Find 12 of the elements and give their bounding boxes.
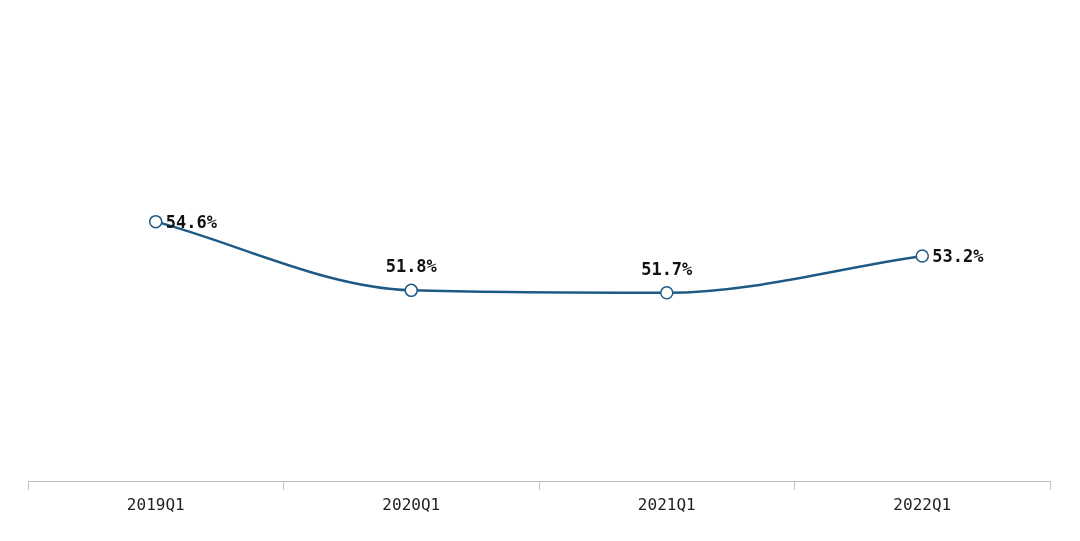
data-label: 54.6% (165, 212, 218, 233)
point (149, 214, 163, 229)
x-tick-label: 2021Q1 (637, 494, 696, 514)
x-tick-label: 2020Q1 (382, 494, 441, 514)
data-label: 53.2% (932, 246, 985, 267)
data-label: 51.8% (385, 256, 438, 277)
x-tick-label: 2022Q1 (893, 494, 952, 514)
point (915, 249, 929, 263)
point (660, 286, 674, 300)
x-tick-label: 2019Q1 (126, 494, 185, 514)
data-label: 51.7% (641, 258, 694, 279)
point (404, 283, 418, 298)
